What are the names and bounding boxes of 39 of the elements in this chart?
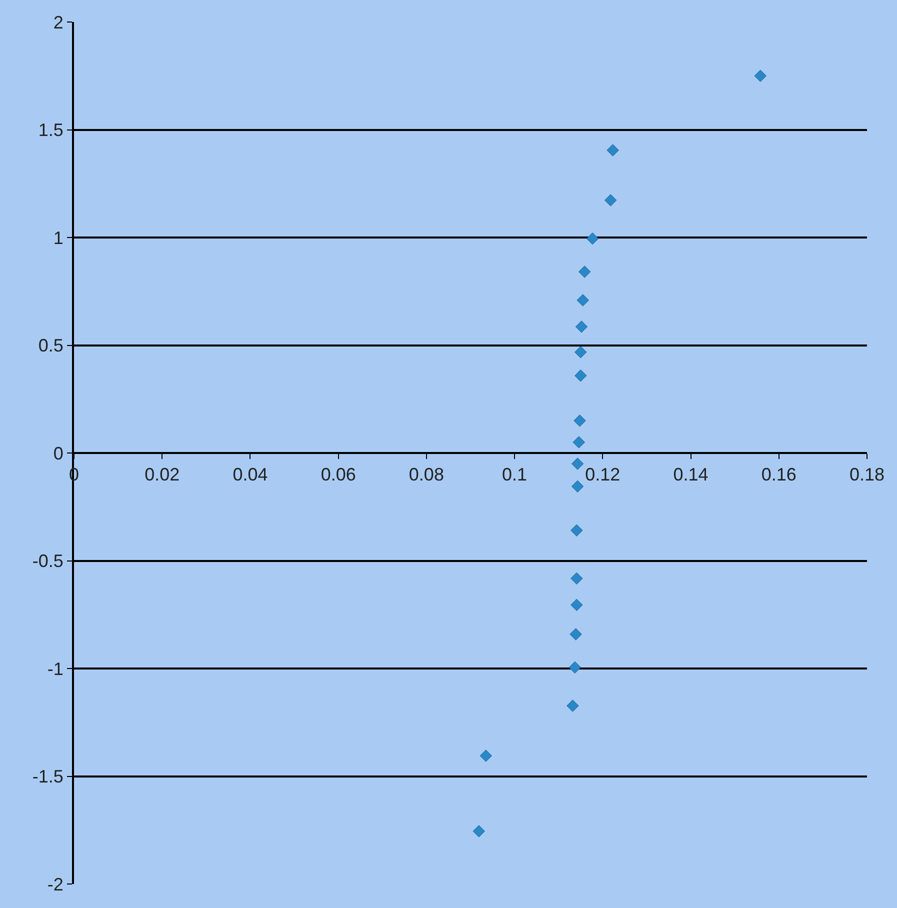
x-tick-label: 0.08 <box>408 464 444 485</box>
x-tick-label: 0.14 <box>673 464 708 485</box>
point <box>480 750 492 762</box>
y-tick-label: 2 <box>53 12 64 32</box>
point <box>572 436 585 448</box>
y-tick-label: -2 <box>47 874 64 894</box>
x-tick-label: 0.16 <box>761 464 796 485</box>
y-tick-label: 1.5 <box>38 120 64 140</box>
y-tick-label: -1.5 <box>32 766 64 787</box>
y-tick-label: 0 <box>53 443 64 464</box>
point <box>571 480 584 492</box>
x-tick-label: 0.04 <box>232 464 268 485</box>
point <box>571 458 584 470</box>
point <box>472 825 485 838</box>
point <box>754 70 766 82</box>
point <box>570 598 583 612</box>
point <box>570 524 583 536</box>
point <box>574 414 586 427</box>
y-tick-label: 0.5 <box>38 336 64 356</box>
point <box>586 232 599 245</box>
y-tick-label: 1 <box>53 228 64 248</box>
point <box>570 628 582 640</box>
x-tick-label: 0.02 <box>144 464 180 485</box>
x-tick-label: 0.1 <box>502 464 528 485</box>
x-tick-label: 0.06 <box>320 464 356 485</box>
point <box>574 346 587 358</box>
point <box>570 572 583 585</box>
point <box>604 194 617 206</box>
point <box>606 144 619 156</box>
y-tick-label: -0.5 <box>32 551 64 572</box>
point <box>568 661 582 674</box>
point <box>576 294 589 306</box>
point <box>575 320 588 333</box>
y-tick-label: -1 <box>47 658 64 679</box>
point <box>574 370 587 382</box>
point <box>578 266 591 278</box>
x-tick-label: 0.12 <box>585 464 620 485</box>
point <box>566 700 579 712</box>
x-tick-label: 0.18 <box>849 464 885 485</box>
